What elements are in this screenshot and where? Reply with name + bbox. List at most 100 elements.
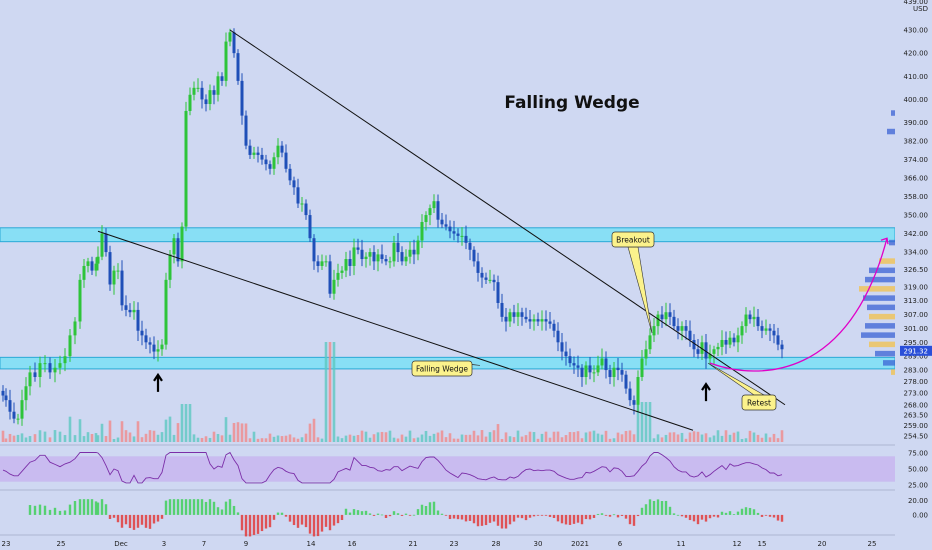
volume-bar	[608, 438, 612, 442]
macd-bar	[596, 513, 600, 515]
macd-bar	[272, 514, 276, 520]
macd-bar	[536, 514, 540, 516]
macd-bar	[356, 510, 360, 515]
macd-bar	[392, 511, 396, 515]
volume-bar	[736, 431, 740, 442]
volume-bar	[48, 437, 52, 442]
macd-bar	[396, 513, 400, 515]
volume-bar	[492, 430, 496, 442]
macd-tick-label: 20.00	[908, 497, 928, 505]
volume-bar	[192, 434, 196, 442]
macd-bar	[608, 514, 612, 517]
time-tick-label: 25	[57, 540, 66, 548]
macd-bar	[172, 499, 176, 515]
volume-bar	[536, 438, 540, 442]
candle-body	[316, 261, 320, 266]
candle-body	[540, 319, 544, 322]
last-price-badge	[900, 345, 932, 356]
candle-body	[288, 168, 292, 181]
macd-bar	[308, 514, 312, 534]
macd-bar	[296, 514, 300, 528]
candle-body	[360, 249, 364, 260]
volume-bar	[348, 434, 352, 442]
candle-body	[364, 256, 368, 260]
macd-bar	[564, 514, 568, 525]
macd-bar	[708, 514, 712, 519]
price-tick-label: 334.00	[904, 249, 929, 257]
candle-body	[53, 367, 57, 373]
candle-body	[68, 335, 72, 357]
up-arrow-head	[701, 382, 711, 391]
volume-bar	[112, 438, 116, 442]
volume-bar	[236, 422, 240, 442]
macd-bar	[560, 514, 564, 524]
macd-bar	[148, 514, 152, 529]
macd-bar	[104, 504, 108, 515]
candle-body	[572, 363, 576, 366]
volume-bar	[560, 437, 564, 442]
macd-bar	[43, 505, 47, 515]
volume-bar	[776, 438, 780, 442]
price-tick-label: 410.00	[904, 73, 929, 81]
candle-body	[516, 312, 520, 317]
candle-body	[308, 215, 312, 239]
candle-body	[78, 279, 82, 322]
macd-bar	[628, 514, 632, 525]
macd-bar	[380, 514, 384, 516]
macd-bar	[724, 512, 728, 515]
macd-bar	[736, 511, 740, 515]
volume-bar	[244, 423, 248, 442]
macd-bar	[208, 499, 212, 515]
volume-bar	[252, 431, 256, 442]
volume-bar	[228, 434, 232, 442]
candle-body	[456, 233, 460, 236]
candle-body	[524, 316, 528, 320]
volume-bar	[760, 437, 764, 442]
macd-bar	[82, 499, 86, 515]
volume-bar	[384, 432, 388, 442]
candle-body	[120, 270, 124, 306]
macd-bar	[684, 514, 688, 518]
candle-body	[548, 321, 552, 324]
volume-profile-bar	[869, 267, 909, 274]
macd-bar	[364, 510, 368, 515]
volume-bar	[756, 434, 760, 442]
candle-body	[184, 110, 188, 227]
candle-body	[736, 335, 740, 343]
volume-bar	[104, 436, 108, 442]
volume-bar	[644, 402, 648, 442]
candle-body	[760, 326, 764, 331]
callout-label: Retest	[747, 399, 771, 408]
candle-body	[604, 358, 608, 371]
volume-bar	[168, 416, 172, 442]
candle-body	[348, 259, 352, 266]
candle-body	[236, 53, 240, 81]
volume-bar	[636, 402, 640, 442]
macd-bar	[28, 505, 32, 515]
macd-bar	[124, 514, 128, 525]
candle-body	[108, 252, 112, 285]
candle-body	[228, 32, 232, 42]
candle-body	[280, 145, 284, 153]
volume-bar	[716, 430, 720, 442]
candle-body	[720, 339, 724, 347]
macd-bar	[520, 514, 524, 519]
wedge-trendline	[229, 29, 786, 406]
volume-bar	[224, 417, 228, 442]
volume-bar	[584, 432, 588, 442]
macd-bar	[78, 499, 82, 515]
candle-body	[400, 252, 404, 262]
macd-bar	[116, 514, 120, 523]
macd-bar	[476, 514, 480, 527]
volume-bar	[232, 422, 236, 442]
candle-body	[136, 309, 140, 331]
macd-bar	[436, 510, 440, 515]
volume-bar	[188, 404, 192, 442]
candle-body	[232, 32, 236, 54]
macd-bar	[500, 514, 504, 529]
candle-body	[504, 316, 508, 322]
time-tick-label: 23	[450, 540, 459, 548]
candle-body	[4, 395, 8, 401]
candle-body	[268, 164, 272, 169]
